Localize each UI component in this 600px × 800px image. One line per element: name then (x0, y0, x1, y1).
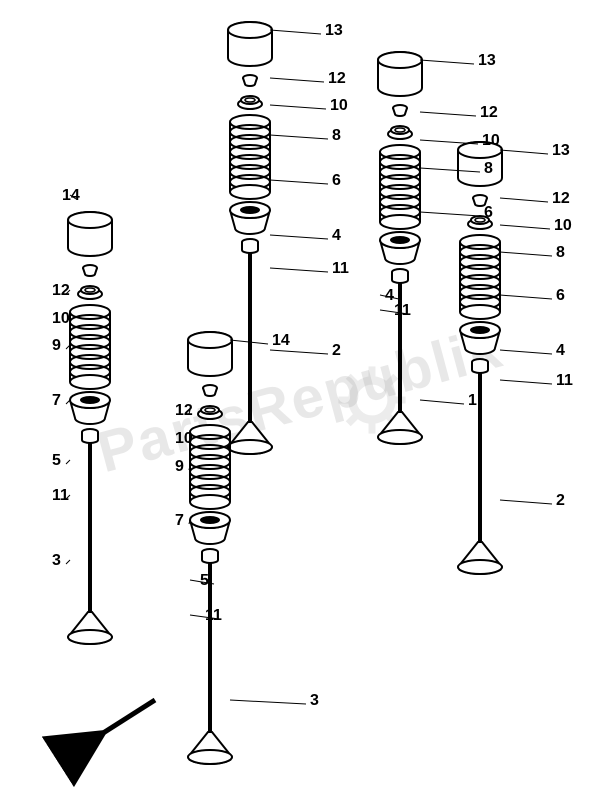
callout-13: 13 (478, 52, 496, 70)
intake-valve-far-right (458, 142, 502, 574)
callout-11: 11 (556, 372, 573, 390)
intake-valve-center-top (228, 22, 272, 454)
callout-9: 9 (52, 337, 61, 355)
callout-11: 11 (394, 302, 411, 320)
callout-11: 11 (332, 260, 349, 278)
callout-8: 8 (484, 160, 493, 178)
callout-10: 10 (52, 310, 70, 328)
callout-6: 6 (484, 204, 493, 222)
callout-12: 12 (175, 402, 193, 420)
callout-13: 13 (552, 142, 570, 160)
exhaust-valve-left (68, 212, 112, 644)
callout-12: 12 (480, 104, 498, 122)
callout-14: 14 (62, 187, 80, 205)
intake-valve-right-top (378, 52, 422, 444)
callout-1: 1 (468, 392, 477, 410)
direction-arrow (100, 700, 155, 735)
parts-diagram-svg (0, 0, 600, 800)
exhaust-valve-center (188, 332, 232, 764)
diagram-canvas: PartsRepublik (0, 0, 600, 800)
callout-6: 6 (556, 287, 565, 305)
callout-12: 12 (552, 190, 570, 208)
callout-7: 7 (175, 512, 184, 530)
callout-4: 4 (556, 342, 565, 360)
callout-11: 11 (52, 487, 69, 505)
callout-2: 2 (556, 492, 565, 510)
callout-10: 10 (175, 430, 193, 448)
callout-10: 10 (330, 97, 348, 115)
callout-7: 7 (52, 392, 61, 410)
callout-3: 3 (310, 692, 319, 710)
callout-10: 10 (554, 217, 572, 235)
callout-8: 8 (332, 127, 341, 145)
callout-4: 4 (385, 287, 394, 305)
callout-11: 11 (205, 607, 222, 625)
callout-3: 3 (52, 552, 61, 570)
callout-5: 5 (52, 452, 61, 470)
callout-14: 14 (272, 332, 290, 350)
callout-8: 8 (556, 244, 565, 262)
callout-13: 13 (325, 22, 343, 40)
callout-9: 9 (175, 458, 184, 476)
callout-6: 6 (332, 172, 341, 190)
callout-10: 10 (482, 132, 500, 150)
callout-4: 4 (332, 227, 341, 245)
callout-12: 12 (328, 70, 346, 88)
callout-12: 12 (52, 282, 70, 300)
callout-5: 5 (200, 572, 209, 590)
callout-2: 2 (332, 342, 341, 360)
